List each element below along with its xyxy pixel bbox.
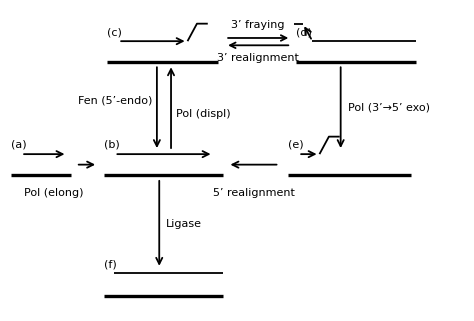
Text: (b): (b) xyxy=(104,140,120,150)
Text: Fen (5’-endo): Fen (5’-endo) xyxy=(78,95,152,105)
Text: Ligase: Ligase xyxy=(166,219,202,229)
Text: Pol (3’→5’ exo): Pol (3’→5’ exo) xyxy=(348,103,430,113)
Text: (a): (a) xyxy=(11,140,27,150)
Text: Pol (elong): Pol (elong) xyxy=(25,187,84,197)
Text: (f): (f) xyxy=(104,259,117,269)
Text: (e): (e) xyxy=(288,140,303,150)
Text: 3’ fraying: 3’ fraying xyxy=(231,20,285,30)
Text: 3’ realignment: 3’ realignment xyxy=(217,53,299,63)
Text: (c): (c) xyxy=(108,27,122,37)
Text: (d): (d) xyxy=(296,27,312,37)
Text: 5’ realignment: 5’ realignment xyxy=(212,187,294,197)
Text: Pol (displ): Pol (displ) xyxy=(176,109,230,119)
